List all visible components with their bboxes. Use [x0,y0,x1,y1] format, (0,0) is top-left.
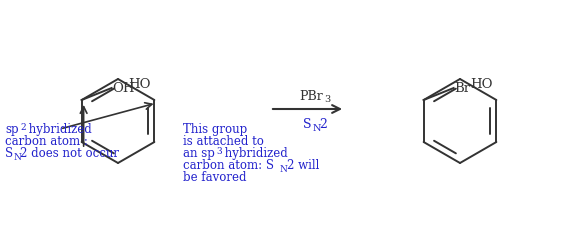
Text: hybridized: hybridized [221,146,288,159]
Text: carbon atom :: carbon atom : [5,134,88,147]
Text: OH: OH [113,82,135,95]
Text: This group: This group [183,123,247,135]
Text: 2 will: 2 will [287,158,319,171]
Text: Br: Br [454,82,471,95]
Text: N: N [280,164,288,173]
Text: be favored: be favored [183,170,247,183]
Text: S: S [304,117,312,131]
Text: sp: sp [5,123,18,135]
Text: N: N [13,152,21,161]
Text: PBr: PBr [300,90,323,103]
Text: N: N [313,123,321,132]
Text: 2: 2 [320,117,327,131]
Text: an sp: an sp [183,146,215,159]
Text: HO: HO [128,78,151,91]
Text: carbon atom: S: carbon atom: S [183,158,274,171]
Text: hybridized: hybridized [25,123,92,135]
Text: 2: 2 [20,123,25,131]
Text: S: S [5,146,13,159]
Text: 3: 3 [216,146,222,155]
Text: 3: 3 [324,95,331,104]
Text: HO: HO [471,78,493,91]
Text: is attached to: is attached to [183,134,264,147]
Text: 2 does not occur: 2 does not occur [20,146,119,159]
